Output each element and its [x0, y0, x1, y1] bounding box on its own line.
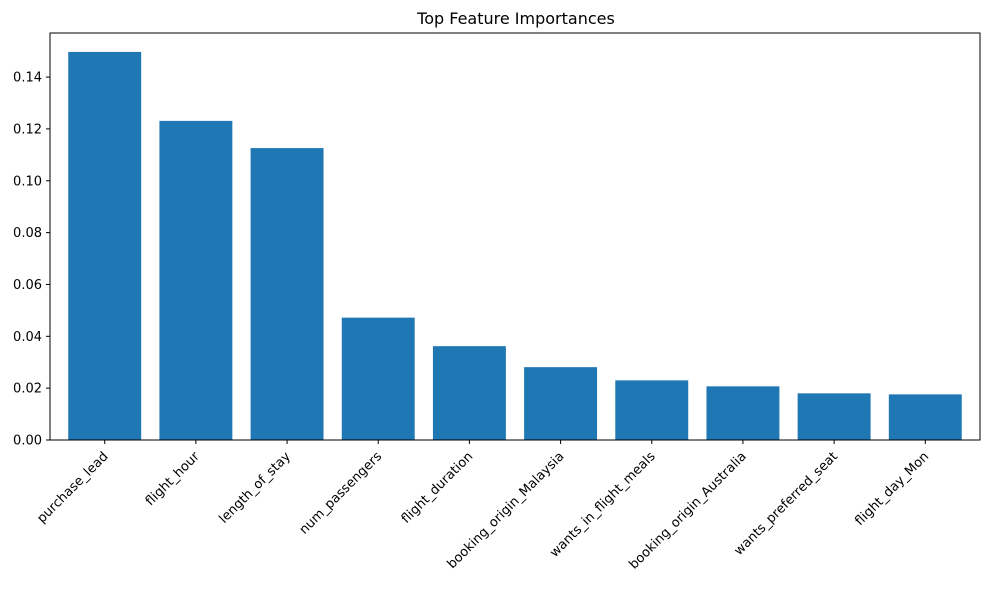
- x-tick-label: purchase_lead: [34, 449, 111, 526]
- y-axis: 0.00 0.02 0.04 0.06 0.08 0.10 0.12 0.14: [13, 71, 50, 449]
- x-axis: purchase_lead flight_hour length_of_stay nu…: [34, 440, 932, 572]
- y-tick-label: 0.08: [13, 226, 42, 241]
- plot-frame: [49, 32, 981, 441]
- chart-title: Top Feature Importances: [416, 9, 615, 28]
- bar-flight_duration: [432, 346, 506, 440]
- bar-booking_origin_Australia: [706, 386, 780, 440]
- x-tick-label: flight_day_Mon: [852, 449, 932, 529]
- bar-wants_in_flight_meals: [615, 380, 689, 440]
- y-tick-label: 0.10: [13, 174, 42, 189]
- x-tick-label: num_passengers: [297, 449, 386, 538]
- bar-booking_origin_Malaysia: [524, 367, 598, 440]
- x-tick-label: length_of_stay: [216, 449, 294, 527]
- y-tick-label: 0.02: [13, 382, 42, 397]
- bar-wants_preferred_seat: [797, 393, 871, 440]
- x-tick-label: wants_in_flight_meals: [547, 449, 659, 561]
- bar-purchase_lead: [68, 51, 142, 441]
- bar-flight_hour: [159, 120, 233, 440]
- bar-num_passengers: [341, 317, 415, 440]
- bar-flight_day_Mon: [888, 394, 962, 440]
- bars-layer: [68, 51, 962, 441]
- bar-length_of_stay: [250, 148, 324, 440]
- y-tick-label: 0.06: [13, 278, 42, 293]
- y-tick-label: 0.00: [13, 434, 42, 449]
- x-tick-label: flight_hour: [143, 449, 203, 509]
- y-tick-label: 0.14: [13, 71, 42, 86]
- y-tick-label: 0.12: [13, 122, 42, 137]
- x-tick-label: wants_preferred_seat: [731, 449, 841, 559]
- x-tick-label: flight_duration: [399, 449, 476, 526]
- y-tick-label: 0.04: [13, 330, 42, 345]
